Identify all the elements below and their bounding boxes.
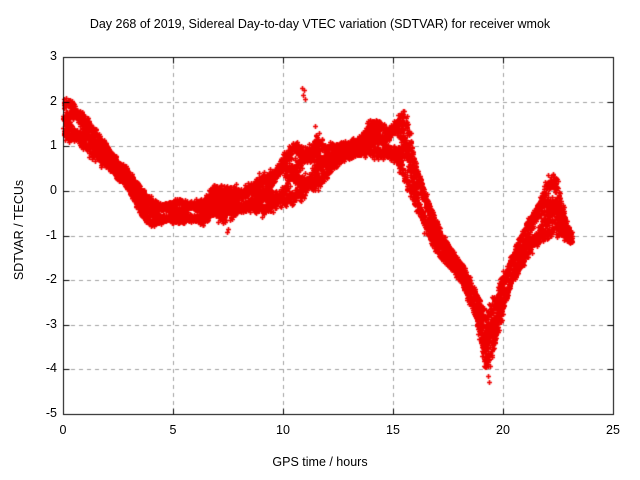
y-tick-label: 0 (50, 182, 57, 197)
x-tick-label: 15 (386, 423, 400, 437)
y-axis-label: SDTVAR / TECUs (12, 179, 26, 281)
x-tick-label: 25 (606, 423, 620, 437)
y-tick-label: -5 (45, 406, 57, 420)
y-tick-label: 1 (50, 138, 57, 153)
x-tick-label: 0 (59, 423, 67, 437)
y-tick-label: 3 (50, 49, 57, 63)
y-tick-label: -2 (45, 272, 57, 287)
y-tick-label: -3 (45, 316, 57, 331)
x-axis-label: GPS time / hours (272, 455, 368, 469)
y-tick-label: -4 (45, 361, 57, 376)
x-tick-label: 5 (169, 423, 177, 437)
y-tick-label: -1 (45, 227, 57, 242)
y-tick-label: 2 (50, 93, 57, 108)
x-tick-label: 10 (276, 423, 290, 437)
x-tick-label: 20 (496, 423, 510, 437)
